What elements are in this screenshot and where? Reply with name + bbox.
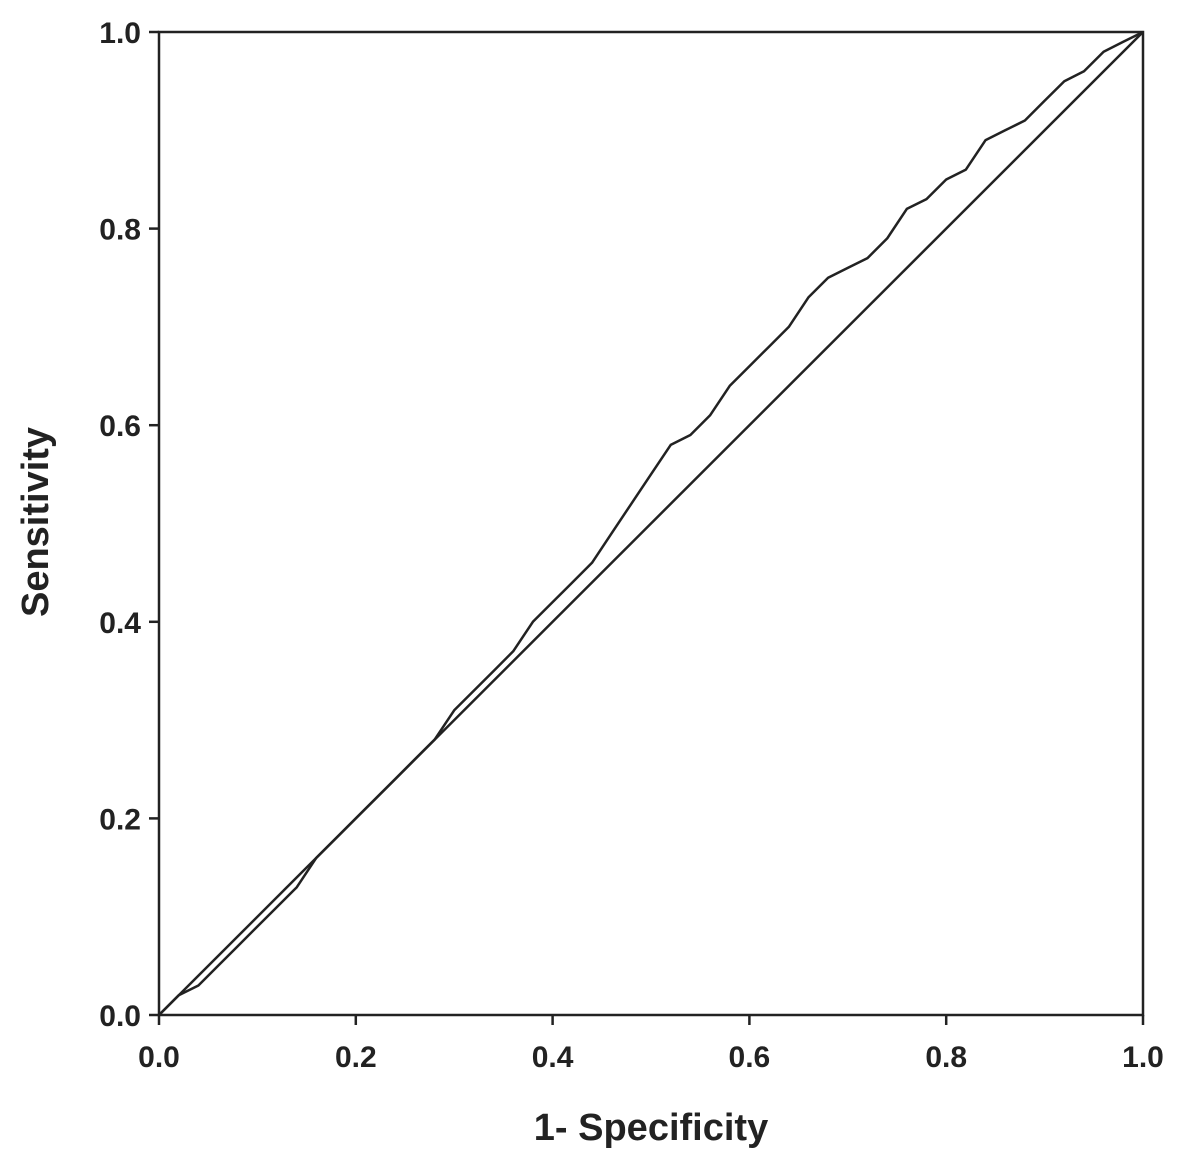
plot-border — [157, 30, 1145, 1017]
y-tick-label: 0.2 — [99, 803, 141, 836]
y-tick-label: 0.4 — [99, 607, 141, 640]
y-tick-label: 0.6 — [99, 410, 141, 443]
y-axis-ticks: 0.0 0.2 0.4 0.6 0.8 1.0 — [99, 17, 159, 1033]
x-tick-label: 1.0 — [1122, 1041, 1164, 1074]
y-tick-label: 1.0 — [99, 17, 141, 50]
y-axis-label: Sensitivity — [15, 427, 57, 617]
y-tick-label: 0.0 — [99, 1000, 141, 1033]
x-tick-label: 0.6 — [729, 1041, 771, 1074]
x-tick-label: 0.4 — [532, 1041, 574, 1074]
x-tick-label: 0.2 — [335, 1041, 377, 1074]
y-tick-label: 0.8 — [99, 214, 141, 247]
x-tick-label: 0.8 — [925, 1041, 967, 1074]
plot-frame — [157, 30, 1145, 1017]
series-layer — [158, 30, 1144, 1016]
x-axis-label: 1- Specificity — [534, 1107, 768, 1149]
reference-diagonal-line — [158, 31, 1144, 1016]
x-tick-label: 0.0 — [138, 1041, 180, 1074]
x-axis-ticks: 0.0 0.2 0.4 0.6 0.8 1.0 — [138, 1015, 1164, 1074]
